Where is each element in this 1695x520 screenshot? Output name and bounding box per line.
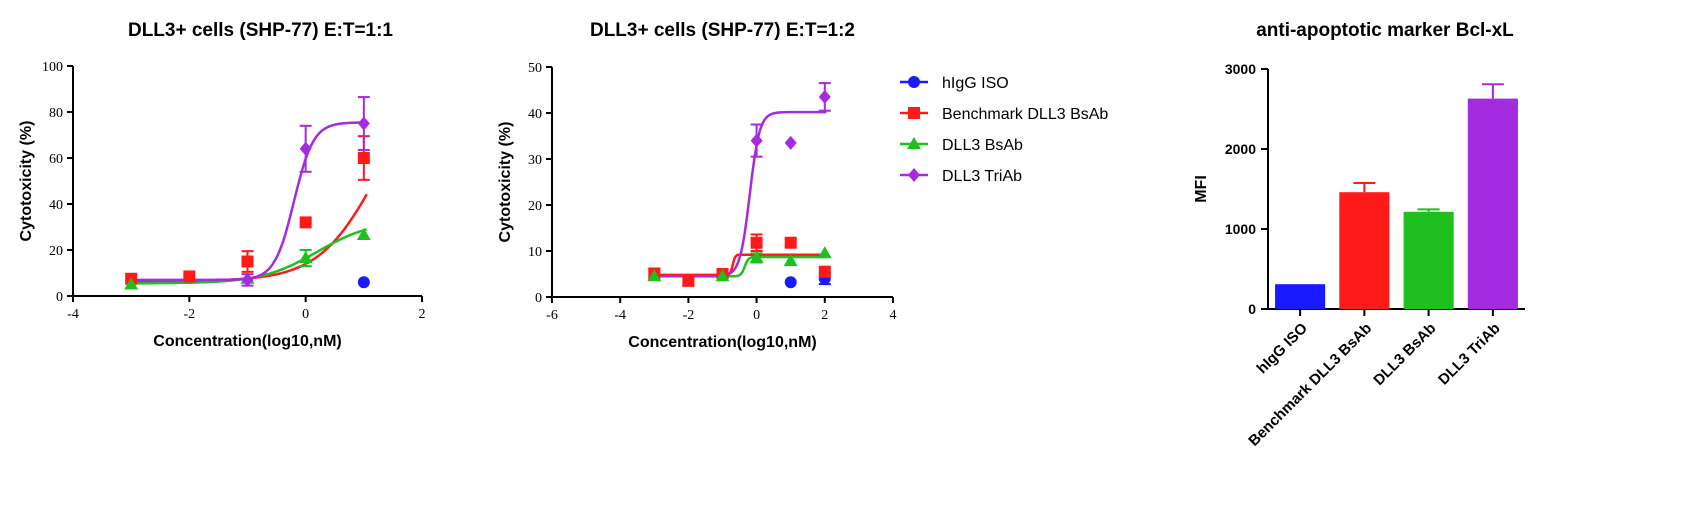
data-point-dll3-triab [818,89,831,104]
category-label: DLL3 TriAb [1435,320,1504,389]
data-point-dll3-bsab [715,269,730,282]
y-tick-label: 3000 [1225,61,1256,77]
legend-marker [908,76,920,88]
y-tick-label: 40 [49,198,63,213]
x-tick-label: -2 [183,307,195,322]
legend-item-dll3-triab: DLL3 TriAb [900,168,1022,185]
data-point-dll3-bsab [783,254,798,267]
category-label: Benchmark DLL3 BsAb [1245,320,1375,450]
x-tick-label: 2 [419,307,426,322]
legend-marker [908,168,920,182]
data-point-higg-iso [357,276,370,289]
data-point-benchmark-dll3-bsab [299,216,312,229]
bar-dll3-triab [1467,98,1518,309]
bar-dll3-bsab [1403,211,1454,309]
data-point-dll3-bsab [647,269,662,282]
x-tick-label: 2 [821,308,828,323]
legend-item-higg-iso: hIgG ISO [900,75,1009,92]
data-point-benchmark-dll3-bsab [750,236,763,249]
bar-benchmark-dll3-bsab [1339,192,1390,309]
chart-panel-2: DLL3+ cells (SHP-77) E:T=1:201020304050-… [497,20,897,351]
x-tick-label: -4 [614,308,626,323]
x-tick-label: 4 [890,308,897,323]
chart-panel-3: anti-apoptotic marker Bcl-xL 0 1000 2000 300… [1193,20,1525,450]
data-point-benchmark-dll3-bsab [183,270,196,283]
category-label: DLL3 BsAb [1370,320,1439,389]
fit-curve-dll3-triab [652,110,827,278]
data-point-benchmark-dll3-bsab [784,236,797,249]
data-point-dll3-bsab [356,228,371,241]
x-axis-label: Concentration(log10,nM) [628,334,816,351]
y-tick-label: 40 [528,107,542,122]
y-tick-label: 80 [49,106,63,121]
y-tick-label: 20 [49,244,63,259]
x-tick-label: 0 [302,307,309,322]
data-point-benchmark-dll3-bsab [241,255,254,268]
legend-label: DLL3 TriAb [942,168,1022,185]
legend-label: DLL3 BsAb [942,137,1023,154]
x-tick-label: 0 [753,308,760,323]
data-point-dll3-triab [357,116,370,131]
y-tick-label: 100 [42,60,63,75]
y-tick-label: 0 [56,290,63,305]
data-point-dll3-triab [241,272,254,287]
legend-item-dll3-bsab: DLL3 BsAb [900,137,1023,154]
x-tick-label: -6 [546,308,558,323]
chart-title: DLL3+ cells (SHP-77) E:T=1:2 [590,20,855,41]
y-axis-label: Cytotoxicity (%) [497,122,514,243]
y-axis-label: Cytotoxicity (%) [18,121,35,242]
legend-item-benchmark-dll3-bsab: Benchmark DLL3 BsAb [900,106,1108,123]
data-point-dll3-bsab [298,251,313,264]
data-point-dll3-bsab [124,277,139,290]
data-point-benchmark-dll3-bsab [357,152,370,164]
legend-label: hIgG ISO [942,75,1009,92]
chart-title: anti-apoptotic marker Bcl-xL [1256,20,1514,41]
x-tick-label: -2 [683,308,695,323]
data-point-dll3-bsab [817,246,832,259]
y-axis-label: MFI [1193,175,1210,203]
data-point-benchmark-dll3-bsab [682,274,695,287]
x-tick-label: -4 [67,307,79,322]
y-tick-label: 20 [528,199,542,214]
chart-panel-1: DLL3+ cells (SHP-77) E:T=1:1020406080100… [18,20,426,350]
y-tick-label: 60 [49,152,63,167]
bar-higg-iso [1275,284,1326,309]
y-tick-label: 30 [528,153,542,168]
y-tick-label: 1000 [1225,221,1256,237]
legend-marker [907,137,921,149]
chart-title: DLL3+ cells (SHP-77) E:T=1:1 [128,20,393,41]
data-point-dll3-bsab [749,250,764,263]
legend-label: Benchmark DLL3 BsAb [942,106,1108,123]
y-tick-label: 2000 [1225,141,1256,157]
data-point-dll3-triab [299,141,312,156]
data-point-benchmark-dll3-bsab [818,265,831,278]
data-point-dll3-triab [784,135,797,150]
x-axis-label: Concentration(log10,nM) [153,333,341,350]
legend-marker [908,107,920,119]
y-tick-label: 0 [535,291,542,306]
legend: hIgG ISO Benchmark DLL3 BsAb DLL3 BsAb DLL3… [900,75,1108,185]
y-tick-label: 0 [1248,301,1256,317]
data-point-dll3-triab [750,133,763,148]
data-point-higg-iso [784,276,797,289]
category-label: hIgG ISO [1254,320,1312,378]
y-tick-label: 10 [528,245,542,260]
y-tick-label: 50 [528,61,542,76]
